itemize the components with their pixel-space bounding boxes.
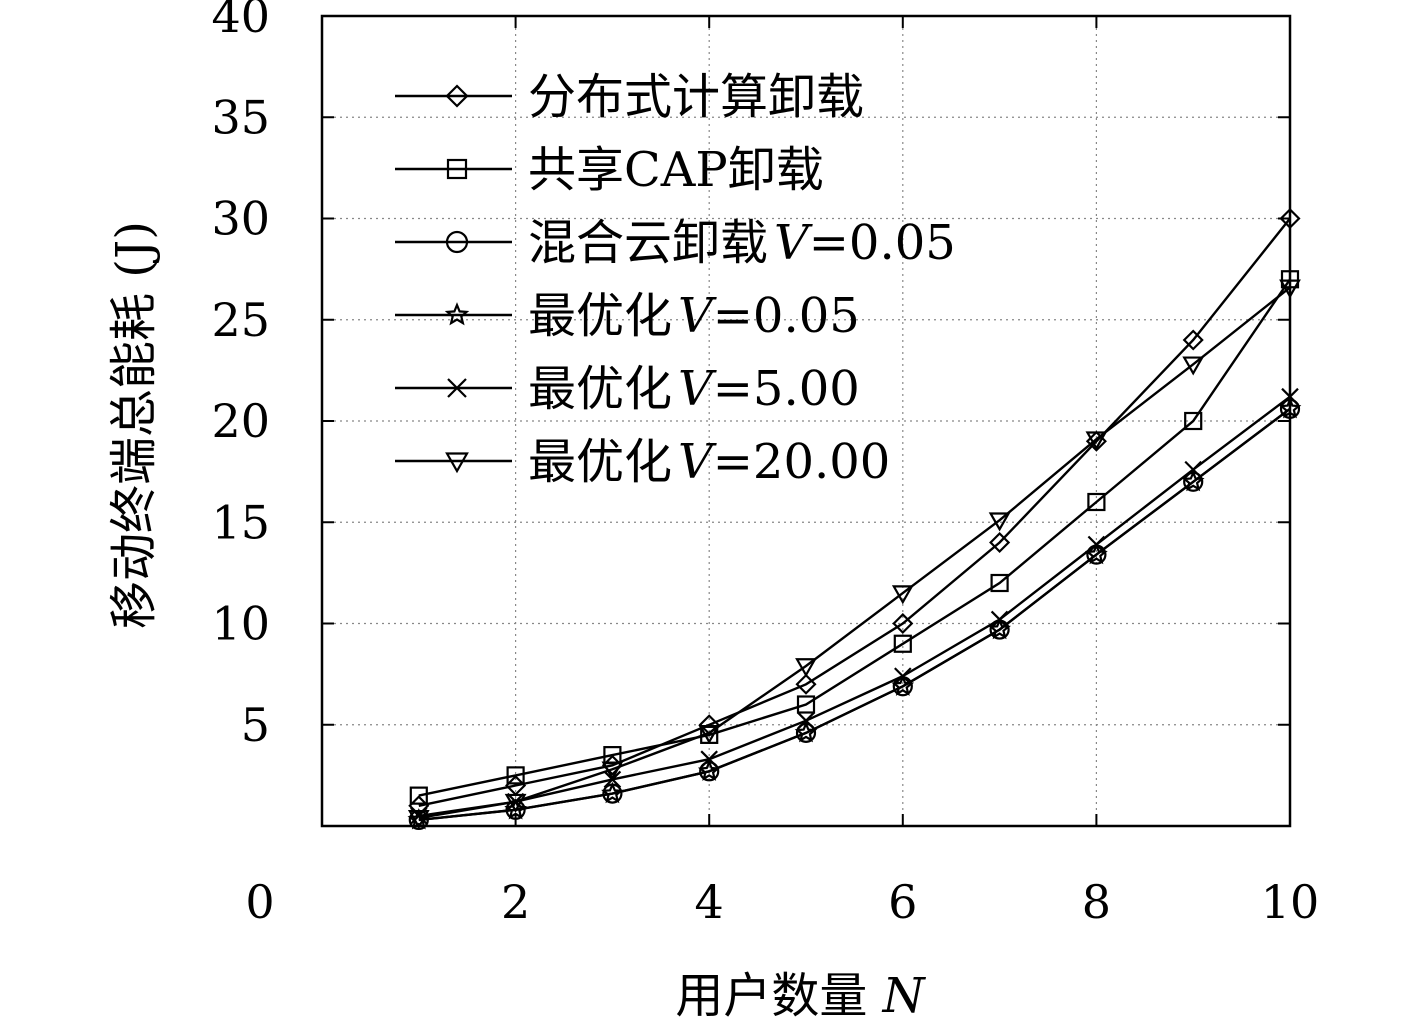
diamond-marker [892,612,914,635]
legend-label-value: =0.05 [713,288,860,344]
legend-label-text: 最优化 [528,288,672,344]
star-marker [444,302,470,326]
star-marker [601,781,624,804]
y-tick-label: 35 [211,90,270,144]
x-marker-stroke [990,610,1009,629]
legend-label-value: =20.00 [713,434,891,490]
series-line [418,286,1291,820]
square-marker [409,786,428,805]
star-marker [697,759,721,781]
legend-label-text: 共享CAP卸载 [528,142,824,198]
square-marker [1087,492,1106,512]
y-tick-label: 40 [211,0,270,43]
y-tick-label: 5 [241,698,270,752]
x-tick-label: 2 [501,875,530,929]
x-tick-label: 8 [1082,875,1111,929]
tick-labels: 5 10 15 20 25 30 35 40 0 2 4 6 8 10 [211,0,1319,929]
x-marker [894,667,912,685]
x-marker-stroke [894,667,912,685]
legend-label: 共享CAP卸载 [528,142,824,198]
legend-entry: 混合云卸载 V=0.05 [395,215,956,271]
x-tick-label: 4 [695,875,724,929]
legend-label-text: 混合云卸载 [528,215,768,271]
x-marker [990,610,1009,629]
legend-entry: 分布式计算卸载 [395,69,864,125]
x-marker-stroke [1184,460,1202,479]
x-marker-stroke [447,378,467,398]
diamond-marker [1182,329,1204,351]
legend-label-var: V [678,434,717,490]
triangle-down-marker [601,761,624,781]
legend-label: 最优化 V=20.00 [528,434,890,490]
series-line [418,395,1291,818]
diamond-marker [989,531,1011,554]
legend-entry: 共享CAP卸载 [395,142,824,198]
x-tick-label: 0 [245,875,274,929]
star-marker [1181,469,1205,492]
triangle-down-marker [407,810,430,830]
series-line [418,407,1291,822]
triangle-down-marker [988,512,1011,532]
legend-label-text: 最优化 [528,434,672,490]
x-marker [700,750,718,768]
x-marker [797,711,815,730]
legend-entry: 最优化 V=0.05 [395,288,860,344]
legend-label: 混合云卸载 V=0.05 [528,215,956,271]
triangle-down-marker [1182,356,1205,376]
x-marker [1087,535,1106,554]
legend-label-text: 分布式计算卸载 [528,69,864,125]
triangle-down-marker [891,585,914,605]
legend-entry: 最优化 V=20.00 [395,434,890,490]
diamond-marker [445,84,469,108]
square-marker [796,695,816,714]
square-marker [1184,411,1203,431]
square-marker [893,634,912,653]
series-layer [407,207,1302,831]
triangle-down-marker [504,793,527,813]
triangle-down-marker [1085,431,1108,451]
series-line [418,278,1291,797]
y-tick-label: 15 [211,495,270,549]
legend-label: 分布式计算卸载 [528,69,864,125]
series-square [409,270,1300,805]
x-marker-stroke [700,750,718,768]
x-marker [447,378,467,398]
triangle-down-marker [698,724,721,745]
y-tick-label: 25 [211,293,270,347]
legend-label-var: V [774,215,813,271]
square-marker [506,766,525,785]
triangle-down-marker [445,452,469,474]
legend-label: 最优化 V=5.00 [528,361,860,417]
legend-label: 最优化 V=0.05 [528,288,860,344]
legend-entry: 最优化 V=5.00 [395,361,860,417]
y-tick-label: 30 [211,192,270,246]
diamond-marker [795,673,817,695]
y-tick-label: 10 [211,597,270,651]
legend-label-text: 最优化 [528,361,672,417]
legend-label-value: =0.05 [809,215,956,271]
x-marker-stroke [797,711,815,730]
series-line [418,217,1291,807]
legend-label-value: =5.00 [713,361,860,417]
x-tick-label: 6 [888,875,917,929]
square-marker [446,158,468,180]
x-marker-stroke [1087,535,1106,554]
y-tick-label: 20 [211,394,270,448]
x-axis-label: 用户数量 N [675,968,926,1024]
y-axis-label: 移动终端总能耗 (J) [106,221,162,629]
x-marker [1184,460,1202,479]
triangle-down-marker [795,658,817,678]
legend-label-var: V [678,288,717,344]
star-marker [794,721,818,743]
legend-label-var: V [678,361,717,417]
circle-marker [445,230,469,254]
x-tick-label: 10 [1261,875,1320,929]
square-marker [990,573,1009,593]
